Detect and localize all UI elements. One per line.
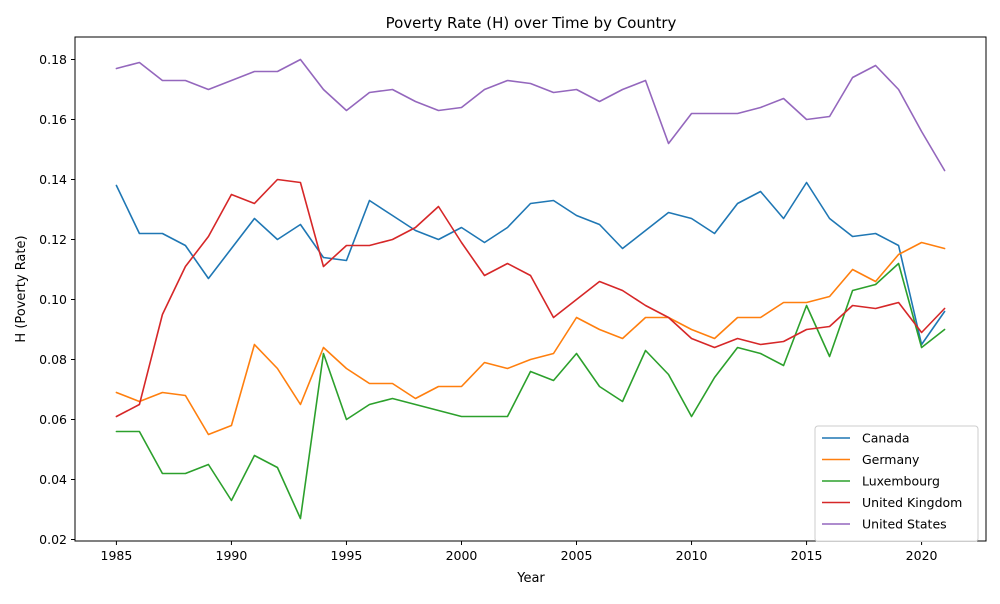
plot-lines [115, 58, 946, 520]
series-line-luxembourg [115, 262, 946, 520]
x-axis: 1985 1990 1995 2000 2005 2010 2015 2020 [101, 541, 938, 563]
y-tick-label: 0.12 [39, 232, 67, 247]
legend-label-germany: Germany [862, 452, 920, 467]
y-tick-label: 0.02 [39, 532, 67, 547]
legend-label-luxembourg: Luxembourg [862, 474, 940, 489]
plot-frame [74, 36, 987, 542]
series-line-united-kingdom [115, 178, 946, 418]
x-tick-label: 1985 [101, 548, 133, 563]
y-tick-label: 0.18 [39, 52, 67, 67]
x-tick-label: 2015 [791, 548, 823, 563]
x-tick-label: 1990 [216, 548, 248, 563]
series-line-germany [115, 241, 946, 436]
x-tick-label: 2005 [561, 548, 593, 563]
y-tick-label: 0.06 [39, 412, 67, 427]
y-tick-label: 0.14 [39, 172, 67, 187]
series-line-united-states [115, 58, 946, 172]
x-axis-label: Year [516, 571, 545, 586]
x-tick-label: 2010 [676, 548, 708, 563]
y-tick-label: 0.16 [39, 112, 67, 127]
legend-box [814, 425, 979, 542]
y-axis-label: H (Poverty Rate) [14, 235, 29, 342]
x-tick-label: 1995 [331, 548, 363, 563]
x-tick-label: 2000 [446, 548, 478, 563]
series-line-canada [115, 181, 946, 346]
legend-label-canada: Canada [862, 431, 910, 446]
y-tick-label: 0.04 [39, 472, 67, 487]
legend-label-united-states: United States [862, 517, 947, 532]
legend-label-united-kingdom: United Kingdom [862, 495, 962, 510]
y-tick-label: 0.10 [39, 292, 67, 307]
legend: Canada Germany Luxembourg United Kingdom Uni… [814, 425, 979, 542]
y-tick-label: 0.08 [39, 352, 67, 367]
x-tick-label: 2020 [906, 548, 938, 563]
y-axis: 0.02 0.04 0.06 0.08 0.10 0.12 0.14 0.16 0.18 [39, 52, 75, 547]
chart-title: Poverty Rate (H) over Time by Country [386, 14, 677, 32]
